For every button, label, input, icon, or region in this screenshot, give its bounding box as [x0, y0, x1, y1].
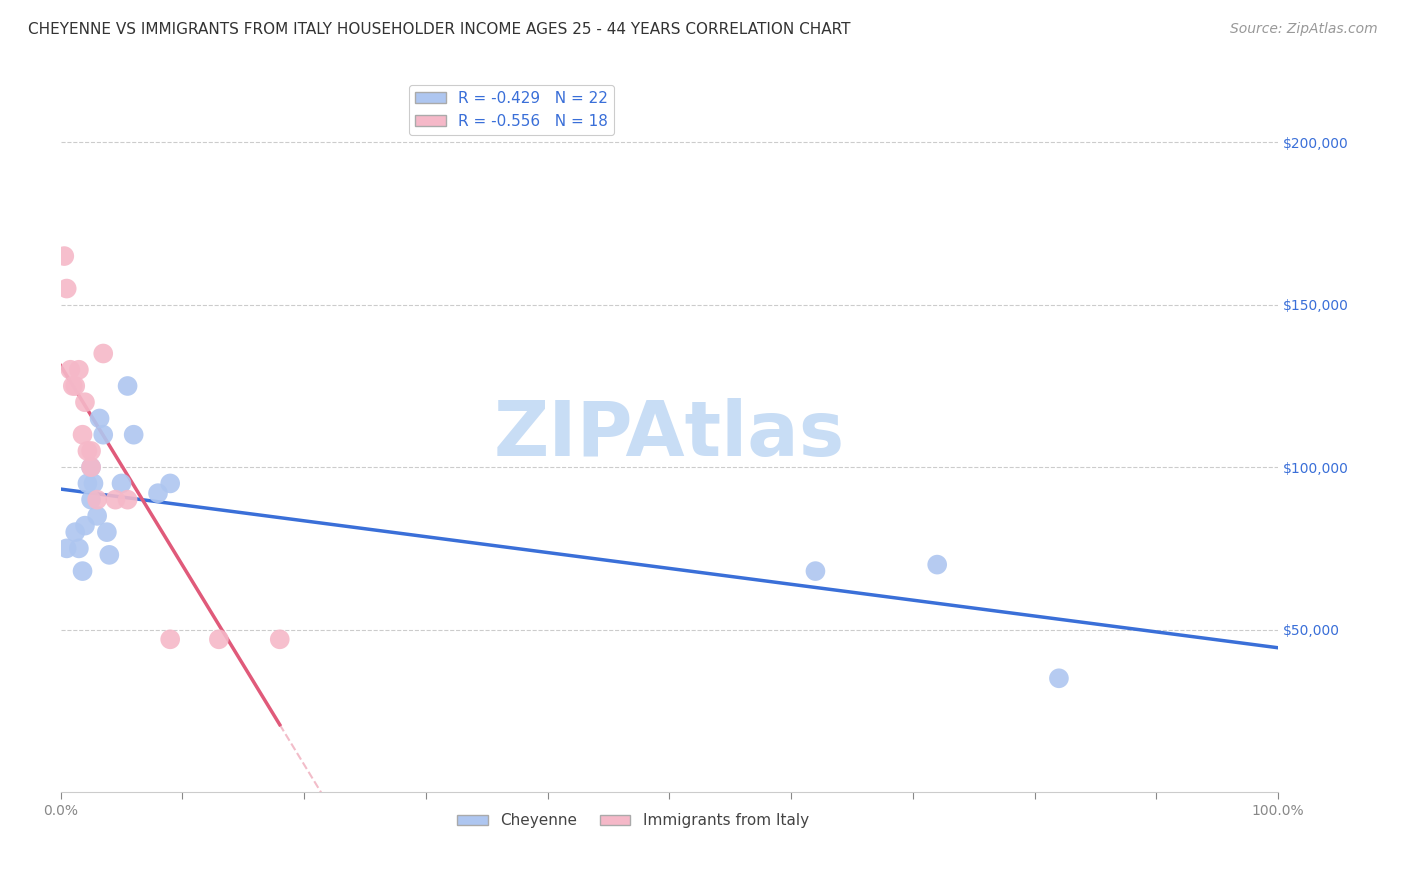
Point: [55, 281, 77, 295]
Text: ZIPAtlas: ZIPAtlas: [494, 398, 845, 472]
Point: [1047, 671, 1070, 685]
Point: [80, 460, 103, 475]
Point: [146, 486, 169, 500]
Point: [159, 476, 181, 491]
Point: [80, 460, 103, 475]
Legend: Cheyenne, Immigrants from Italy: Cheyenne, Immigrants from Italy: [451, 807, 814, 834]
Point: [76, 444, 98, 458]
Point: [55, 541, 77, 556]
Point: [72, 564, 94, 578]
Point: [65, 379, 87, 393]
Point: [86, 492, 108, 507]
Point: [59, 363, 82, 377]
Point: [91, 346, 114, 360]
Point: [927, 558, 949, 572]
Point: [122, 427, 145, 442]
Point: [96, 525, 118, 540]
Point: [159, 632, 181, 647]
Point: [804, 564, 827, 578]
Point: [110, 476, 132, 491]
Point: [65, 525, 87, 540]
Point: [89, 411, 111, 425]
Point: [117, 379, 139, 393]
Point: [91, 427, 114, 442]
Point: [53, 249, 76, 263]
Text: CHEYENNE VS IMMIGRANTS FROM ITALY HOUSEHOLDER INCOME AGES 25 - 44 YEARS CORRELAT: CHEYENNE VS IMMIGRANTS FROM ITALY HOUSEH…: [28, 22, 851, 37]
Point: [76, 476, 98, 491]
Point: [98, 548, 121, 562]
Point: [269, 632, 291, 647]
Point: [73, 518, 96, 533]
Point: [67, 541, 90, 556]
Point: [82, 476, 104, 491]
Point: [80, 444, 103, 458]
Point: [208, 632, 231, 647]
Point: [62, 379, 84, 393]
Point: [73, 395, 96, 409]
Point: [117, 492, 139, 507]
Text: Source: ZipAtlas.com: Source: ZipAtlas.com: [1230, 22, 1378, 37]
Point: [104, 492, 127, 507]
Point: [86, 508, 108, 523]
Point: [80, 492, 103, 507]
Point: [67, 363, 90, 377]
Point: [72, 427, 94, 442]
